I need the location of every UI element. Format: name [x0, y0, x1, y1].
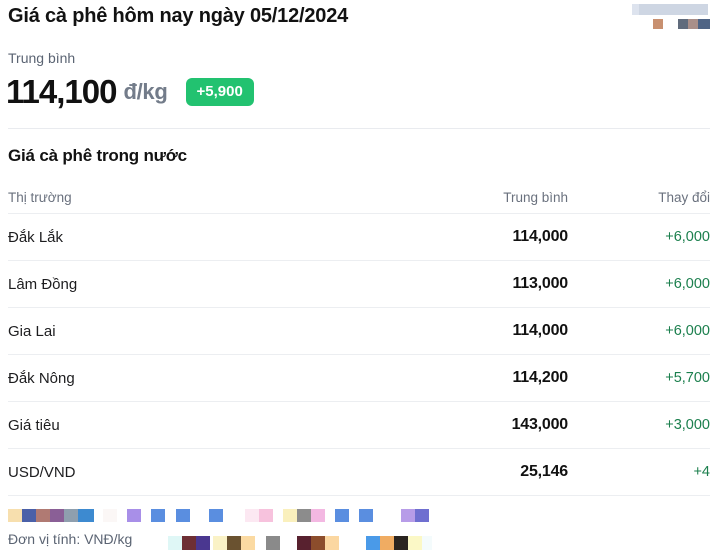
- cell-average: 114,200: [512, 369, 568, 386]
- redaction-block: [245, 509, 259, 522]
- row-divider: [8, 401, 710, 402]
- redaction-block: [283, 509, 297, 522]
- domestic-price-table: Thị trường Trung bình Thay đổi Đắk Lắk 11…: [8, 182, 710, 496]
- cell-market: USD/VND: [8, 463, 76, 481]
- top-right-redaction-group: [620, 2, 710, 32]
- table-row[interactable]: Đắk Lắk 114,000 +6,000: [8, 214, 710, 260]
- cell-market: Giá tiêu: [8, 416, 60, 434]
- average-label: Trung bình: [8, 50, 76, 66]
- row-divider: [8, 448, 710, 449]
- cell-change: +6,000: [665, 323, 710, 339]
- redaction-block: [78, 509, 94, 522]
- redaction-block: [176, 509, 190, 522]
- redaction-block: [359, 509, 373, 522]
- redaction-square-2: [678, 19, 688, 29]
- cell-average: 113,000: [512, 275, 568, 292]
- redaction-block: [209, 509, 223, 522]
- column-header-average: Trung bình: [503, 190, 568, 205]
- average-price-value: 114,100: [6, 73, 117, 110]
- cell-change: +4: [693, 464, 710, 480]
- redaction-block: [401, 509, 415, 522]
- cell-change: +3,000: [665, 417, 710, 433]
- cell-change: +6,000: [665, 229, 710, 245]
- redaction-block: [311, 509, 325, 522]
- redaction-block: [394, 536, 408, 550]
- table-body: Đắk Lắk 114,000 +6,000 Lâm Đồng 113,000 +6,00…: [8, 214, 710, 496]
- redaction-square-1: [653, 19, 663, 29]
- redaction-block: [380, 536, 394, 550]
- redaction-block: [297, 536, 311, 550]
- section-title: Giá cà phê trong nước: [8, 146, 187, 165]
- redaction-block: [266, 536, 280, 550]
- redaction-block: [8, 509, 22, 522]
- unit-note: Đơn vị tính: VNĐ/kg: [8, 531, 133, 547]
- cell-change: +6,000: [665, 276, 710, 292]
- column-header-change: Thay đổi: [658, 190, 710, 205]
- redaction-block: [241, 536, 255, 550]
- row-divider: [8, 354, 710, 355]
- redaction-block: [415, 509, 429, 522]
- redaction-block: [22, 509, 36, 522]
- table-row[interactable]: Đắk Nông 114,200 +5,700: [8, 355, 710, 401]
- table-row[interactable]: Giá tiêu 143,000 +3,000: [8, 402, 710, 448]
- redaction-block: [103, 509, 117, 522]
- table-header-row: Thị trường Trung bình Thay đổi: [8, 182, 710, 213]
- redaction-block: [325, 536, 339, 550]
- cell-market: Đắk Nông: [8, 369, 75, 387]
- redaction-block: [335, 509, 349, 522]
- cell-average: 25,146: [520, 463, 568, 480]
- redaction-block: [422, 536, 432, 550]
- redaction-block: [227, 536, 241, 550]
- table-header-divider: [8, 213, 710, 214]
- redaction-block: [127, 509, 141, 522]
- average-price-row: 114,100 đ/kg +5,900: [6, 75, 254, 108]
- redaction-block: [259, 509, 273, 522]
- redaction-block: [311, 536, 325, 550]
- redaction-block: [151, 509, 165, 522]
- header-divider: [8, 128, 710, 129]
- row-divider: [8, 307, 710, 308]
- column-header-market: Thị trường: [8, 190, 72, 205]
- cell-average: 143,000: [511, 416, 569, 433]
- cell-market: Lâm Đồng: [8, 275, 78, 293]
- table-row[interactable]: Lâm Đồng 113,000 +6,000: [8, 261, 710, 307]
- cell-average: 114,000: [512, 228, 568, 245]
- redaction-block: [182, 536, 196, 550]
- redaction-block: [196, 536, 210, 550]
- row-divider: [8, 260, 710, 261]
- redaction-block: [50, 509, 64, 522]
- table-row[interactable]: USD/VND 25,146 +4: [8, 449, 710, 495]
- average-change-badge: +5,900: [185, 77, 254, 106]
- cell-market: Gia Lai: [8, 322, 56, 340]
- redaction-square-4: [698, 19, 710, 29]
- table-row[interactable]: Gia Lai 114,000 +6,000: [8, 308, 710, 354]
- redaction-block: [168, 536, 182, 550]
- redaction-block: [64, 509, 78, 522]
- average-price-unit: đ/kg: [123, 78, 168, 104]
- redaction-block: [36, 509, 50, 522]
- redaction-square-3: [688, 19, 698, 29]
- redaction-block: [297, 509, 311, 522]
- row-divider: [8, 495, 710, 496]
- page-title: Giá cà phê hôm nay ngày 05/12/2024: [8, 5, 349, 27]
- redaction-bar: [632, 4, 708, 15]
- redaction-block: [366, 536, 380, 550]
- cell-average: 114,000: [512, 322, 568, 339]
- cell-change: +5,700: [665, 370, 710, 386]
- cell-market: Đắk Lắk: [8, 228, 64, 246]
- redaction-block: [408, 536, 422, 550]
- redaction-block: [213, 536, 227, 550]
